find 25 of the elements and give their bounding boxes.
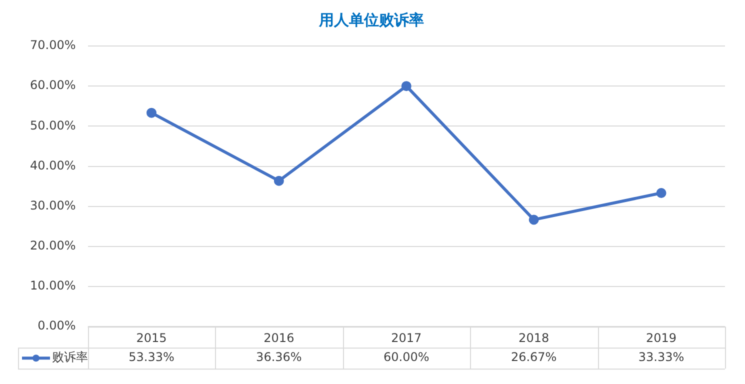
data-label: 33.33% bbox=[638, 350, 684, 364]
data-label: 26.67% bbox=[510, 350, 557, 364]
x-tick-label: 2016 bbox=[264, 330, 294, 345]
y-tick-label: 0.00% bbox=[38, 318, 76, 333]
point bbox=[656, 188, 666, 198]
y-tick-label: 40.00% bbox=[30, 158, 76, 172]
y-tick-label: 30.00% bbox=[30, 198, 76, 212]
data-label: 36.36% bbox=[256, 350, 302, 364]
y-tick-label: 20.00% bbox=[30, 238, 76, 253]
point bbox=[146, 108, 156, 118]
chart-title: 用人单位败诉率 bbox=[318, 10, 424, 29]
x-tick-label: 2019 bbox=[646, 330, 677, 345]
x-tick-label: 2018 bbox=[518, 330, 550, 345]
point bbox=[401, 81, 412, 92]
data-label: 53.33% bbox=[128, 350, 174, 364]
point bbox=[528, 214, 539, 225]
y-tick-label: 70.00% bbox=[30, 38, 76, 52]
x-tick-label: 2015 bbox=[136, 330, 167, 345]
legend-label: 败诉率 bbox=[52, 350, 88, 364]
point bbox=[274, 176, 284, 186]
y-tick-label: 50.00% bbox=[30, 118, 76, 132]
y-tick-label: 60.00% bbox=[30, 78, 76, 92]
data-label: 60.00% bbox=[383, 350, 430, 364]
y-tick-label: 10.00% bbox=[30, 278, 76, 293]
x-tick-label: 2017 bbox=[391, 330, 422, 345]
